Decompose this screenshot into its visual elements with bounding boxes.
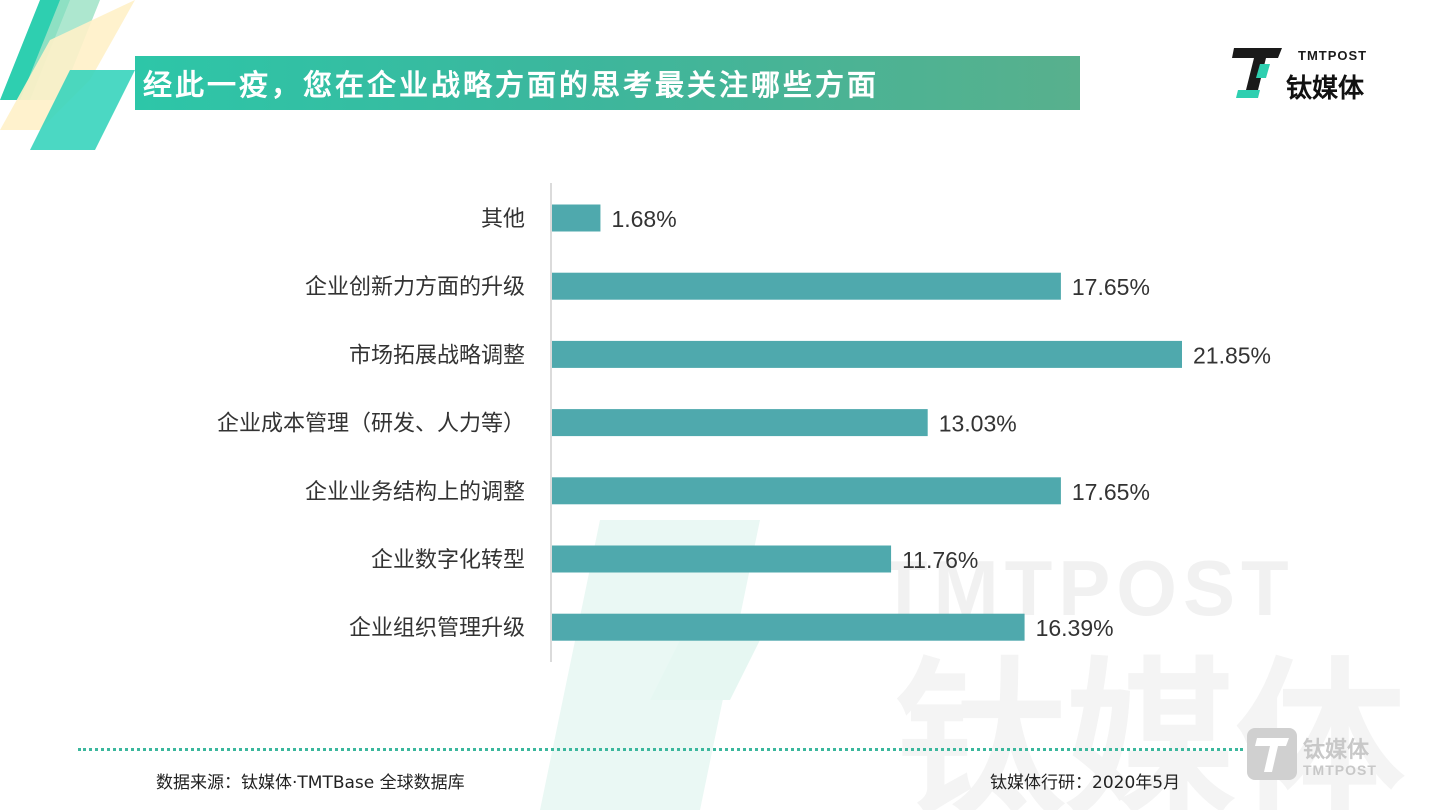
page-title: 经此一疫，您在企业战略方面的思考最关注哪些方面 [143, 68, 880, 102]
category-label: 其他 [481, 207, 525, 232]
small-brand-cn: 钛媒体 [1303, 738, 1370, 763]
value-label: 21.85% [1193, 342, 1271, 368]
value-label: 17.65% [1072, 274, 1150, 300]
category-label: 企业数字化转型 [371, 548, 525, 573]
watermark-cn: 钛媒体 [895, 643, 1405, 810]
bar [552, 409, 928, 437]
tmtpost-logo-icon [1232, 48, 1282, 98]
value-label: 1.68% [611, 206, 676, 232]
value-label: 16.39% [1036, 615, 1114, 641]
category-label: 企业组织管理升级 [349, 616, 525, 641]
bar [552, 204, 601, 232]
brand-en: TMTPOST [1298, 48, 1368, 63]
category-label: 企业创新力方面的升级 [305, 275, 525, 300]
bar [552, 340, 1182, 368]
footer-source: 数据来源：钛媒体·TMTBase 全球数据库 [156, 773, 465, 793]
bar [552, 613, 1025, 641]
bar [552, 477, 1061, 505]
brand-logo: TMTPOST 钛媒体 [1230, 44, 1380, 106]
footer-credit: 钛媒体行研：2020年5月 [990, 773, 1181, 793]
value-label: 17.65% [1072, 479, 1150, 505]
decorative-stripes [0, 0, 135, 150]
footer-divider [78, 748, 1243, 751]
small-brand-logo: 钛媒体 TMTPOST [1245, 726, 1405, 786]
category-label: 企业业务结构上的调整 [305, 480, 525, 505]
bars-group: 其他 1.68% 企业创新力方面的升级 17.65% 市场拓展战略调整 21.85% 企业成… [217, 204, 1271, 641]
bar [552, 272, 1061, 300]
title-bar: 经此一疫，您在企业战略方面的思考最关注哪些方面 [135, 56, 1080, 110]
bar [552, 545, 892, 573]
value-label: 11.76% [902, 547, 978, 573]
small-brand-en: TMTPOST [1303, 762, 1377, 778]
category-label: 市场拓展战略调整 [349, 343, 525, 368]
category-label: 企业成本管理（研发、人力等） [217, 412, 525, 437]
brand-cn: 钛媒体 [1286, 74, 1365, 104]
value-label: 13.03% [939, 411, 1017, 437]
small-logo-icon [1247, 728, 1297, 780]
